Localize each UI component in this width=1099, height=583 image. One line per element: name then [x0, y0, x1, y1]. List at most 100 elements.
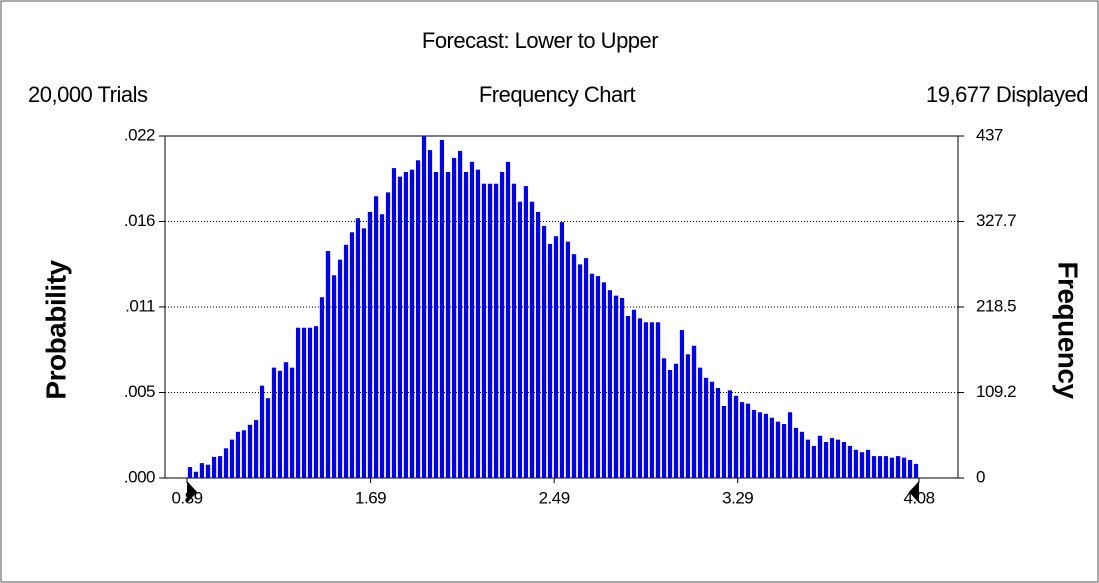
bar	[457, 150, 463, 478]
y-tick-label: .011	[125, 296, 155, 315]
y2-tick-label: 109.2	[976, 382, 1016, 401]
bar	[763, 413, 769, 478]
bar	[511, 183, 517, 478]
y2-axis-label: Frequency	[1053, 261, 1084, 399]
bar	[865, 449, 871, 478]
trials-label: 20,000 Trials	[28, 82, 148, 107]
bar	[355, 218, 361, 478]
bar	[547, 244, 553, 478]
bar	[193, 471, 199, 478]
bar	[835, 439, 841, 478]
bar	[391, 168, 397, 478]
bar	[715, 388, 721, 478]
bar	[199, 463, 205, 478]
y-tick-label: .000	[124, 467, 155, 486]
bar	[283, 362, 289, 478]
bar	[745, 403, 751, 478]
bar	[211, 456, 217, 478]
bar	[817, 435, 823, 478]
bar	[589, 273, 595, 478]
bar	[319, 297, 325, 478]
bar	[290, 367, 295, 478]
bar	[349, 232, 355, 478]
bar	[259, 385, 265, 478]
x-tick-label: 4.08	[903, 488, 934, 507]
y2-tick-label: 218.5	[976, 296, 1016, 315]
bar	[673, 363, 679, 478]
bar	[205, 464, 211, 478]
bar	[445, 172, 451, 478]
bar	[517, 201, 523, 478]
bar	[325, 251, 331, 478]
bar	[463, 172, 469, 478]
bar	[739, 402, 745, 478]
bar	[823, 442, 829, 478]
bar	[811, 445, 816, 478]
x-tick-label: 1.69	[355, 488, 386, 507]
bar	[721, 406, 727, 478]
y-tick-label: .022	[124, 125, 155, 144]
bar	[379, 214, 385, 478]
bar	[655, 322, 661, 478]
bar	[373, 196, 379, 478]
bar	[667, 370, 673, 478]
y2-tick-label: 327.7	[976, 211, 1016, 230]
bar	[271, 367, 277, 478]
bar	[253, 420, 259, 478]
bar	[487, 183, 493, 478]
bar	[733, 395, 739, 478]
bar	[343, 244, 349, 478]
bar	[307, 327, 313, 478]
bar	[235, 431, 241, 478]
y-tick-label: .005	[124, 382, 155, 401]
bar	[494, 183, 499, 478]
bar	[241, 430, 246, 478]
upper-grabber	[909, 481, 919, 503]
displayed-label: 19,677 Displayed	[926, 82, 1088, 107]
bar	[427, 150, 433, 478]
bar	[643, 322, 649, 478]
bar	[409, 169, 415, 479]
bar	[775, 421, 781, 478]
bar	[571, 254, 577, 478]
bar	[709, 381, 715, 478]
bar	[757, 412, 763, 478]
bar	[469, 161, 475, 478]
bar	[499, 172, 505, 478]
bar	[679, 330, 685, 478]
bar	[769, 417, 774, 478]
bar	[337, 259, 343, 478]
bar	[229, 439, 235, 478]
bar	[223, 448, 229, 478]
bar	[727, 390, 733, 478]
bar	[505, 161, 511, 478]
bar	[301, 327, 307, 478]
bar	[415, 160, 421, 478]
bar	[913, 463, 919, 478]
bar	[751, 409, 757, 478]
bar	[475, 169, 481, 479]
bar	[877, 456, 883, 478]
bar	[787, 412, 793, 478]
bar	[691, 345, 697, 478]
bar	[883, 456, 889, 478]
bar	[889, 457, 895, 478]
bar	[385, 192, 391, 478]
bar	[523, 186, 529, 478]
bar	[535, 211, 541, 479]
bar	[703, 377, 709, 478]
bar	[841, 442, 847, 478]
bar	[361, 228, 367, 478]
y-axis-label: Probability	[40, 259, 71, 399]
bar	[631, 309, 637, 478]
y2-tick-label: 0	[976, 467, 985, 486]
bar	[481, 183, 487, 478]
bar	[895, 456, 901, 478]
bar	[698, 367, 703, 478]
bar	[433, 172, 439, 478]
bar	[847, 445, 853, 478]
x-tick-label: 2.49	[539, 488, 570, 507]
bar	[649, 322, 654, 478]
chart-title: Forecast: Lower to Upper	[422, 28, 658, 53]
